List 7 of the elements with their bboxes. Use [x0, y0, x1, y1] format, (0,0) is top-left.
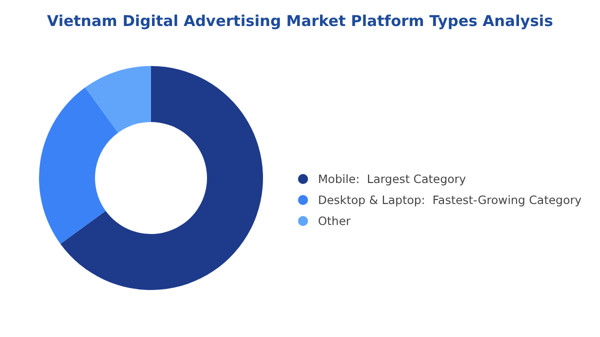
donut-slice [85, 66, 151, 133]
legend-label: Desktop & Laptop: Fastest-Growing Category [318, 192, 582, 206]
chart-title: Vietnam Digital Advertising Market Platform Types Analysis [46, 12, 554, 30]
donut-slice [39, 87, 118, 244]
legend-label: Mobile: Largest Category [318, 172, 466, 186]
legend-label: Other [318, 214, 351, 228]
donut-slice [60, 66, 263, 290]
